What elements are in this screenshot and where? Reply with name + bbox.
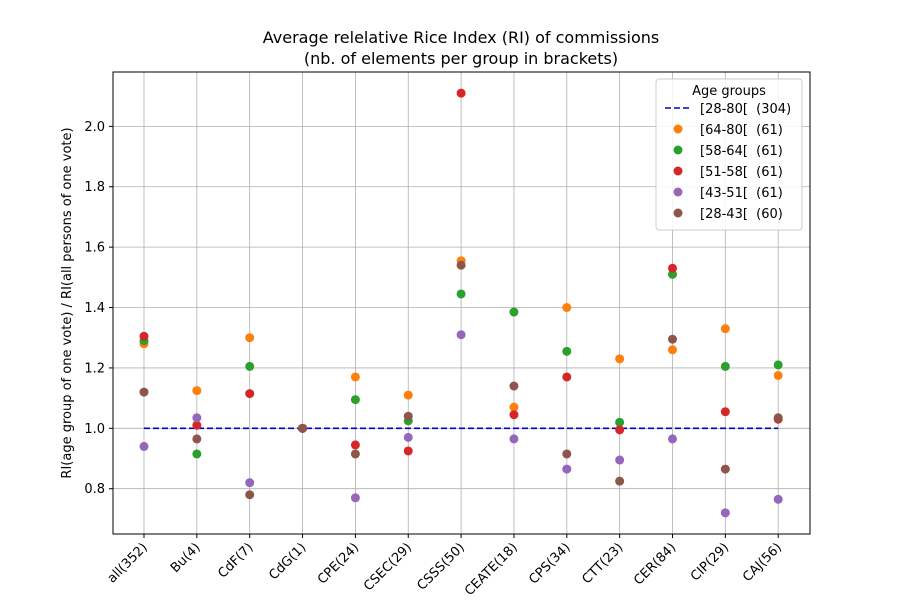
data-point [668,345,677,355]
data-point [192,449,202,459]
legend-label: [51-58[ (61) [700,165,783,180]
grid-layer [113,72,810,534]
data-point [456,289,466,299]
y-axis-label: RI(age group of one vote) / RI(all perso… [60,127,75,478]
data-point [720,464,730,474]
data-point [350,449,360,459]
legend-label: [58-64[ (61) [700,144,783,159]
y-tick-label: 2.0 [84,120,105,135]
legend-label: [43-51[ (61) [700,186,783,201]
data-point [615,354,625,364]
x-tick-label: CER(84) [631,540,679,588]
x-tick-label: CTT(23) [580,540,627,587]
x-tick-label: all(352) [105,540,151,586]
legend-box [655,78,803,231]
data-point [562,346,572,356]
data-point [139,441,149,451]
x-tick-label: CSEC(29) [361,540,415,594]
data-point [668,434,677,444]
data-point [720,361,730,371]
data-point [245,333,255,343]
x-tick-label: CAJ(56) [740,540,785,585]
chart-subtitle: (nb. of elements per group in brackets) [304,49,618,68]
y-tick-label: 1.4 [84,301,105,316]
data-point [192,386,202,396]
data-point [456,88,466,98]
data-point [245,490,255,500]
data-point [773,413,783,423]
x-tick-label: CdG(1) [266,540,309,583]
y-tick-label: 1.0 [84,422,105,437]
data-point [139,331,149,341]
legend-marker [673,187,683,197]
data-point [192,434,202,444]
x-tick-label: CPS(34) [526,540,573,587]
y-tick-label: 1.2 [84,361,105,376]
y-ticks: 0.8 1.0 1.2 1.4 1.6 1.8 2.0 [84,120,113,497]
y-tick-label: 1.8 [84,180,105,195]
x-ticks: all(352) Bu(4) CdF(7) CdG(1) CPE(24)CSEC(29)… [105,534,785,599]
data-point [298,423,308,433]
x-tick-label: Bu(4) [168,540,204,576]
data-point [403,432,413,442]
data-point [139,387,149,397]
points-layer [139,88,783,518]
data-point [773,370,783,380]
data-point [245,478,255,488]
data-point [403,446,413,456]
data-point [403,411,413,421]
legend-label: [28-43[ (60) [700,207,783,222]
data-point [509,434,519,444]
legend: Age groups [28-80[ (304) [64-80[ (61) [58-… [655,78,803,231]
x-tick-label: CSSS(50) [415,540,468,593]
legend-marker [673,208,683,218]
data-point [350,395,360,405]
data-point [720,324,730,334]
chart-title: Average relelative Rice Index (RI) of co… [263,28,659,47]
legend-title: Age groups [692,84,766,99]
data-point [350,493,360,503]
data-point [509,402,519,412]
x-tick-label: CdF(7) [215,540,256,581]
data-point [720,407,730,417]
data-point [509,381,519,391]
data-point [509,410,519,420]
y-tick-label: 0.8 [84,482,105,497]
data-point [350,440,360,450]
data-point [773,360,783,370]
data-point [192,420,202,430]
data-point [773,494,783,504]
legend-items: [28-80[ (304) [64-80[ (61) [58-64[ (61) [51… [665,102,791,222]
x-tick-label: CIP(29) [688,540,732,584]
x-tick-label: CEATE(18) [462,540,521,599]
data-point [615,476,625,486]
data-point [456,330,466,340]
data-point [245,361,255,371]
legend-marker [673,145,683,155]
data-point [615,425,625,435]
data-point [615,417,625,427]
data-point [403,390,413,400]
data-point [668,334,677,344]
data-point [562,303,572,313]
legend-label: [64-80[ (61) [700,123,783,138]
legend-marker [673,124,683,134]
data-point [720,508,730,518]
data-point [350,372,360,382]
data-point [562,464,572,474]
data-point [245,389,255,399]
data-point [456,260,466,270]
data-point [192,413,202,423]
legend-label: [28-80[ (304) [700,102,791,117]
data-point [668,263,677,273]
y-tick-label: 1.6 [84,241,105,256]
data-point [509,307,519,317]
data-point [562,372,572,382]
legend-marker [673,166,683,176]
data-point [615,455,625,465]
data-point [562,449,572,459]
x-tick-label: CPE(24) [315,540,362,587]
